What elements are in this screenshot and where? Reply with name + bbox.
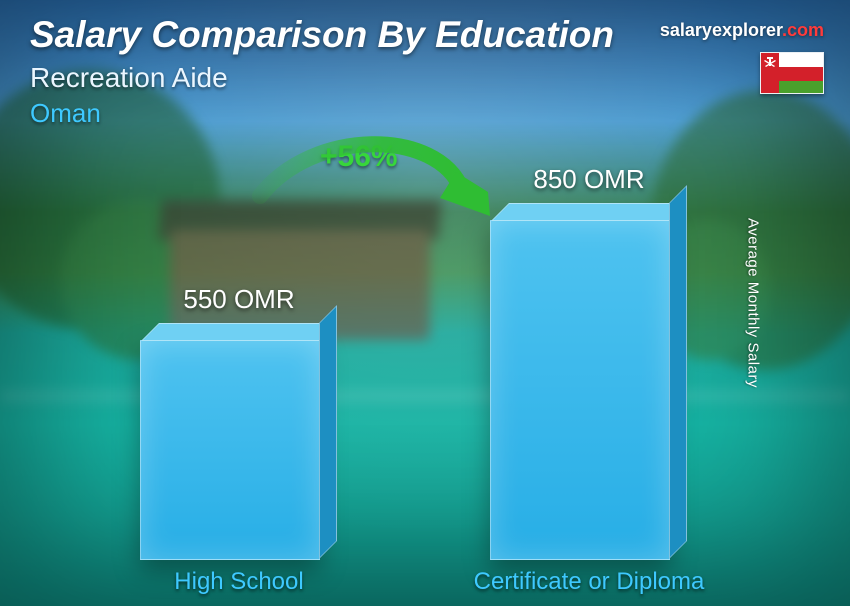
bar-label-0: High School bbox=[109, 568, 369, 596]
infographic-stage: Salary Comparison By Education Recreatio… bbox=[0, 0, 850, 606]
bar-label-1: Certificate or Diploma bbox=[459, 568, 719, 596]
page-subtitle: Recreation Aide bbox=[30, 62, 228, 94]
brand-prefix: salaryexplorer bbox=[660, 20, 782, 40]
bar-side-face bbox=[319, 305, 337, 559]
bar-value-0: 550 OMR bbox=[109, 284, 369, 315]
bar-top-face bbox=[141, 323, 337, 341]
bar-top-face bbox=[491, 203, 687, 221]
brand-suffix: .com bbox=[782, 20, 824, 40]
page-country: Oman bbox=[30, 98, 101, 129]
increase-arrow-icon bbox=[250, 130, 500, 255]
bar-0 bbox=[140, 340, 320, 560]
y-axis-label: Average Monthly Salary bbox=[745, 218, 762, 388]
brand-logo: salaryexplorer.com bbox=[660, 20, 824, 41]
bg-pool-edge bbox=[0, 390, 850, 402]
bar-1 bbox=[490, 220, 670, 560]
country-flag-icon bbox=[760, 52, 824, 94]
page-title: Salary Comparison By Education bbox=[30, 14, 614, 56]
bar-side-face bbox=[669, 185, 687, 559]
